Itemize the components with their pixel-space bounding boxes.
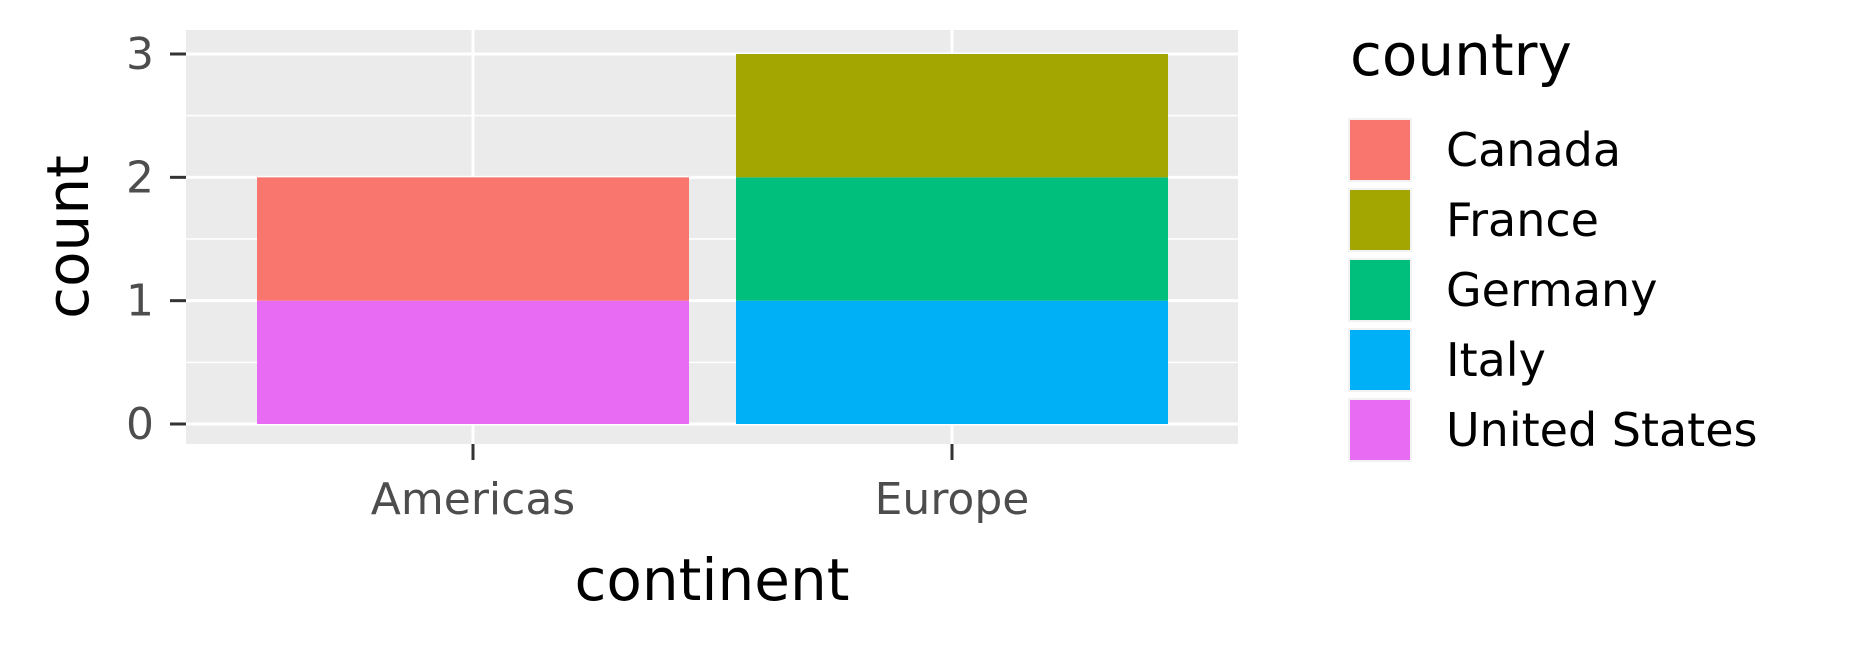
y-axis-title: count (34, 155, 102, 319)
legend-label: Canada (1446, 123, 1621, 177)
bar-segment-americas-canada (257, 177, 689, 301)
legend-label: United States (1446, 403, 1758, 457)
y-tick-label: 0 (126, 399, 154, 450)
y-axis: 0 1 2 3 (126, 29, 186, 450)
legend-label: Germany (1446, 263, 1657, 317)
legend-label: Italy (1446, 333, 1546, 387)
legend-key-germany (1350, 260, 1410, 320)
legend: country Canada France Germany Italy United S… (1348, 21, 1758, 462)
legend-key-italy (1350, 330, 1410, 390)
legend-key-france (1350, 190, 1410, 250)
bar-segment-europe-germany (736, 177, 1168, 301)
bars (257, 54, 1168, 424)
legend-label: France (1446, 193, 1599, 247)
bar-segment-europe-italy (736, 300, 1168, 424)
bar-segment-americas-united-states (257, 300, 689, 424)
x-tick-label: Americas (371, 474, 575, 525)
legend-key-united-states (1350, 400, 1410, 460)
x-axis-title: continent (575, 546, 850, 614)
legend-key-canada (1350, 120, 1410, 180)
x-tick-label: Europe (875, 474, 1030, 525)
y-tick-label: 2 (126, 152, 154, 203)
bar-segment-europe-france (736, 54, 1168, 178)
y-tick-label: 3 (126, 29, 154, 80)
x-axis: Americas Europe (371, 444, 1030, 525)
legend-title: country (1350, 21, 1572, 89)
y-tick-label: 1 (126, 276, 154, 327)
